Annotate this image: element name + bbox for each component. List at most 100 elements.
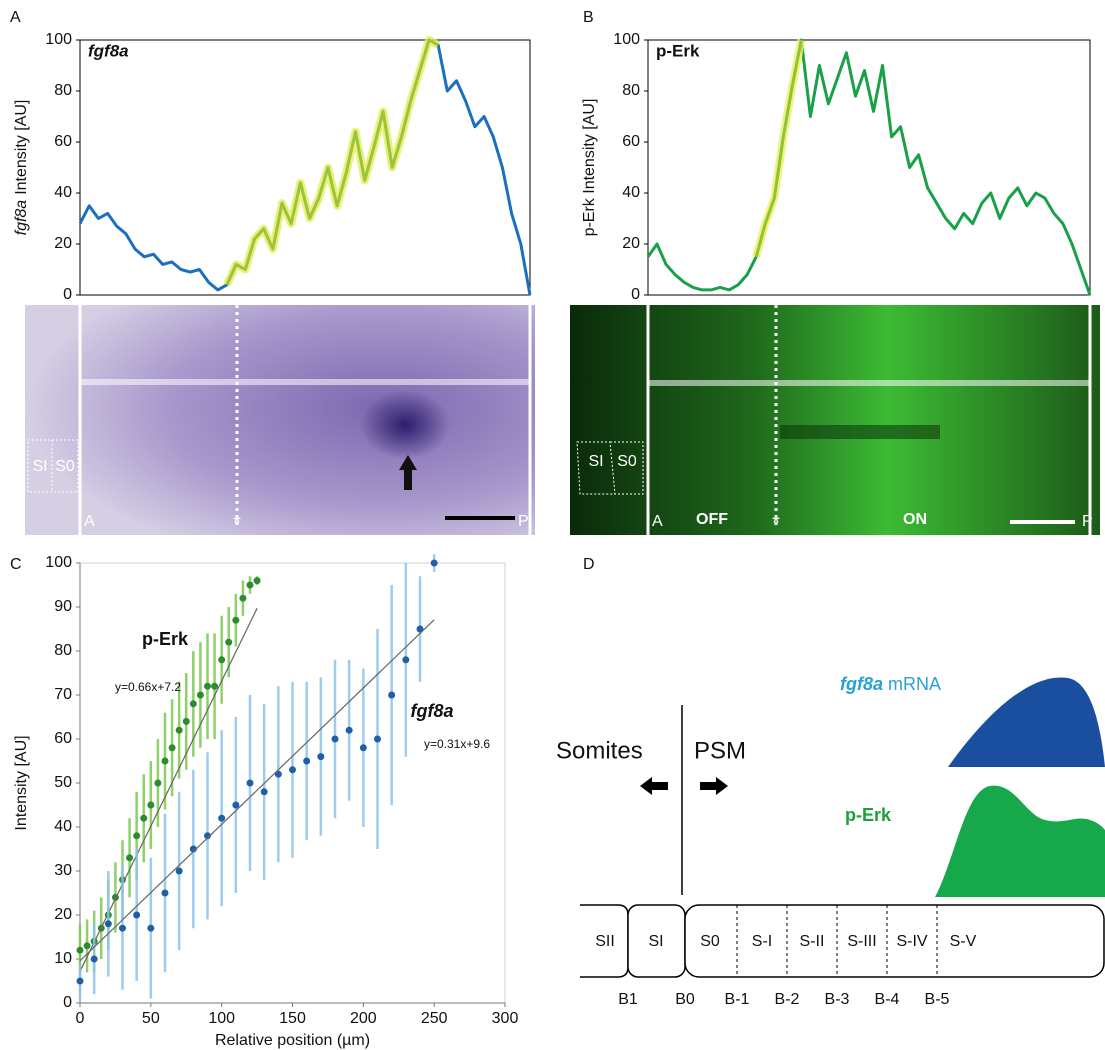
data-point [416,625,424,633]
y-tick-label: 30 [54,862,72,879]
data-point [430,559,438,567]
data-point [374,735,381,743]
x-tick-label: 150 [279,1010,306,1027]
plot-frame [647,39,1091,296]
series-label: fgf8a [410,701,453,721]
series-label: p-Erk [142,629,189,649]
y-tick-label: 100 [45,554,72,571]
y-tick-label: 60 [622,133,640,150]
segment-label: S-II [800,933,825,950]
data-point [161,757,169,765]
boundary-label: B-1 [725,991,750,1008]
data-point [388,691,396,699]
y-tick-label: 20 [622,235,640,252]
mrna-label: fgf8a mRNA [840,674,941,694]
data-point [154,779,162,787]
data-point [83,942,91,950]
trendline-label: y=0.66x+7.2 [115,680,181,694]
data-point [168,744,176,752]
x-axis-label: Relative position (µm) [215,1032,370,1049]
data-point [133,832,141,840]
psm-label: PSM [694,737,746,764]
x-tick-label: 50 [142,1010,160,1027]
image-label: P [518,513,529,530]
y-axis-label-part: fgf8a [13,200,30,236]
y-tick-label: 20 [54,235,72,252]
data-point [126,854,134,862]
data-point [239,594,247,602]
micrograph-b: SI S0 A OFF * ON P [570,305,1100,535]
data-point [182,717,190,725]
image-label: * [233,512,241,534]
segment-label: S0 [700,933,720,950]
data-point [225,638,233,646]
data-point [289,766,296,774]
line [646,38,1092,296]
data-point [246,779,254,787]
data-point [211,682,219,690]
somites-label: Somites [556,737,643,764]
boundary-label: B0 [675,991,695,1008]
micrograph-a: SI S0 A * P [25,305,535,535]
x-tick-label: 100 [208,1010,235,1027]
y-tick-label: 80 [54,82,72,99]
y-tick-label: 60 [54,730,72,747]
y-tick-label: 100 [45,31,72,48]
y-tick-label: 80 [54,642,72,659]
fgf8a-profile [948,677,1105,767]
data-point [253,577,261,585]
data-point [76,977,84,985]
data-point [331,735,339,743]
trendline [79,608,258,972]
image-label: S0 [617,453,637,470]
data-point [232,801,240,809]
data-point [90,955,98,963]
y-tick-label: 80 [622,82,640,99]
data-point [189,700,197,708]
y-tick-label: 0 [631,286,640,303]
data-point [204,832,211,840]
panel-label: C [10,556,22,573]
image-label: S0 [55,458,75,475]
segment-label: S-V [950,933,977,950]
image-label: SI [588,453,603,470]
data-point [303,757,311,765]
boundary-label: B1 [618,991,638,1008]
data-point [161,889,169,897]
data-point [76,946,84,954]
x-tick-label: 250 [421,1010,448,1027]
data-point [345,726,353,734]
y-tick-label: 0 [63,994,72,1011]
y-axis-label: fgf8a Intensity [AU] [13,100,30,236]
data-point [317,753,325,761]
image-label: P [1082,513,1093,530]
data-point [147,801,155,809]
trendline-label: y=0.31x+9.6 [424,737,490,751]
highlight-line [225,38,439,286]
data-point [218,814,226,822]
y-tick-label: 60 [54,133,72,150]
y-tick-label: 10 [54,950,72,967]
perk-profile [935,785,1105,897]
image-label: * [772,512,780,534]
data-point [260,788,268,796]
y-tick-label: 70 [54,686,72,703]
boundary-label: B-5 [925,991,950,1008]
segment-label: S-III [847,933,876,950]
x-tick-label: 300 [492,1010,519,1027]
data-point [246,581,254,589]
data-point [119,924,126,932]
data-point [147,924,155,932]
data-point [232,616,240,624]
x-tick-label: 200 [350,1010,377,1027]
data-point [104,920,112,928]
diagram: fgf8a mRNA p-Erk Somites PSM SII SI S0 S-… [556,674,1105,1008]
image-label: OFF [696,511,728,528]
data-point [133,911,141,919]
data-point [175,726,183,734]
y-tick-label: 0 [63,286,72,303]
y-tick-label: 100 [613,31,640,48]
y-tick-label: 20 [54,906,72,923]
y-tick-label: 40 [54,184,72,201]
segment-label: S-I [752,933,772,950]
